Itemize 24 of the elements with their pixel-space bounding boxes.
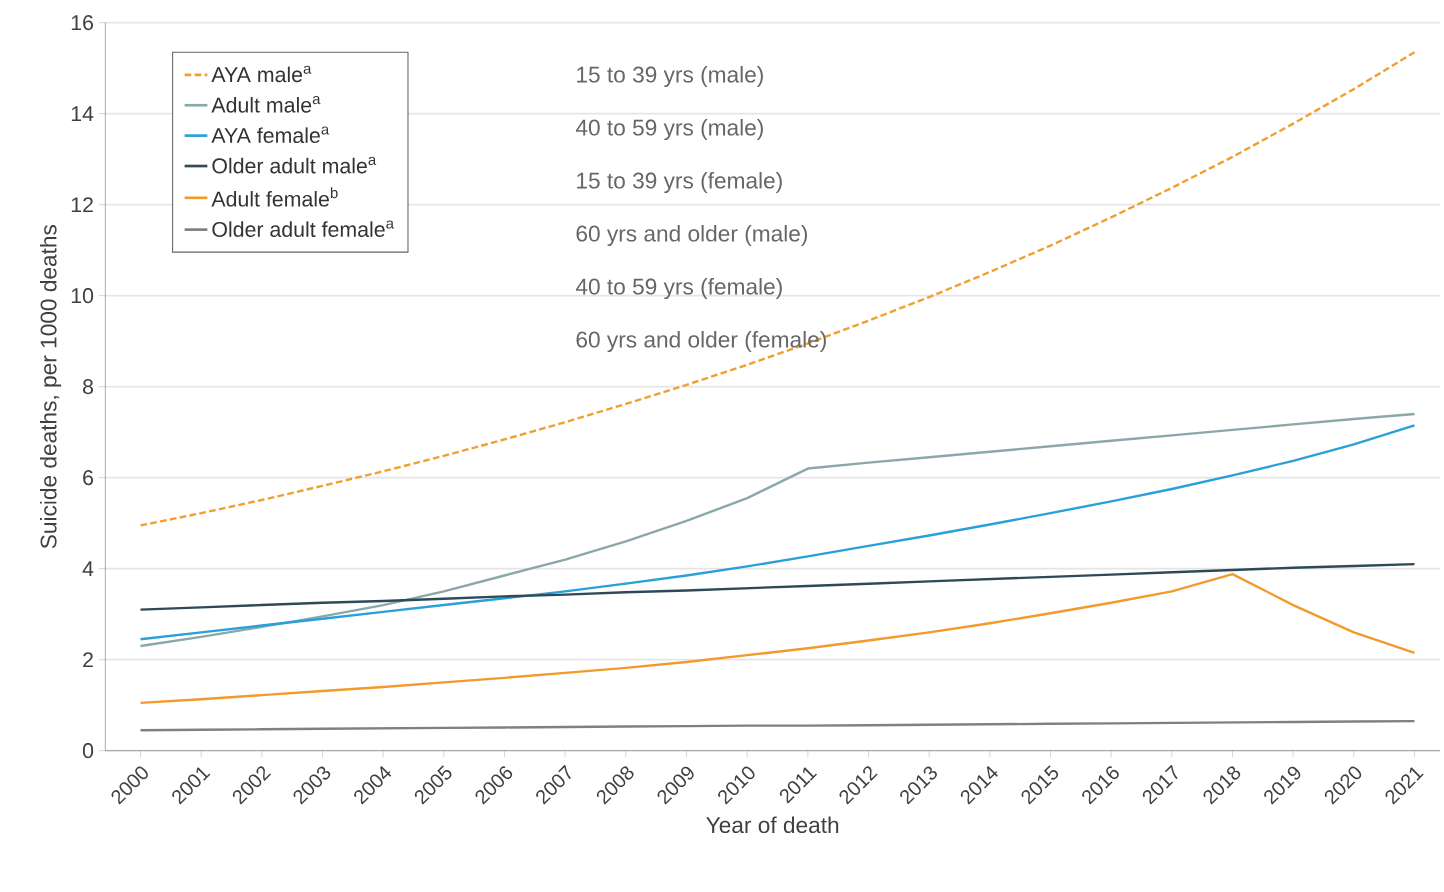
y-tick-label: 12 [71, 197, 93, 213]
annotation: 15 to 39 yrs (male) [577, 65, 763, 88]
x-axis-title: Year of death [706, 816, 839, 834]
y-tick-label: 2 [83, 652, 93, 668]
annotation: 40 to 59 yrs (female) [575, 277, 782, 300]
line-series [139, 572, 1416, 705]
y-tick-label: 10 [71, 288, 94, 304]
legend-label: AYA male$^{a}$ [211, 65, 312, 83]
annotation: 60 yrs and older (male) [576, 224, 808, 247]
line-series [139, 51, 1416, 527]
annotation: 40 to 59 yrs (male) [575, 118, 763, 141]
annotation: 15 to 39 yrs (female) [577, 171, 782, 194]
legend-label: Adult female$^{b}$ [211, 187, 338, 207]
y-tick-label: 6 [83, 470, 94, 486]
y-tick-label: 4 [82, 561, 94, 576]
y-tick-label: 16 [71, 15, 94, 31]
y-axis-title: Suicide deaths, per 1000 deaths [39, 224, 62, 549]
legend-label: Older adult male$^{a}$ [212, 156, 377, 174]
y-tick-label: 8 [83, 379, 94, 395]
y-tick-label: 14 [71, 106, 94, 121]
legend-label: Older adult female$^{a}$ [212, 220, 394, 238]
legend-label: AYA female$^{a}$ [211, 126, 330, 144]
y-tick-label: 0 [82, 743, 94, 759]
legend-label: Adult male$^{a}$ [211, 96, 321, 113]
